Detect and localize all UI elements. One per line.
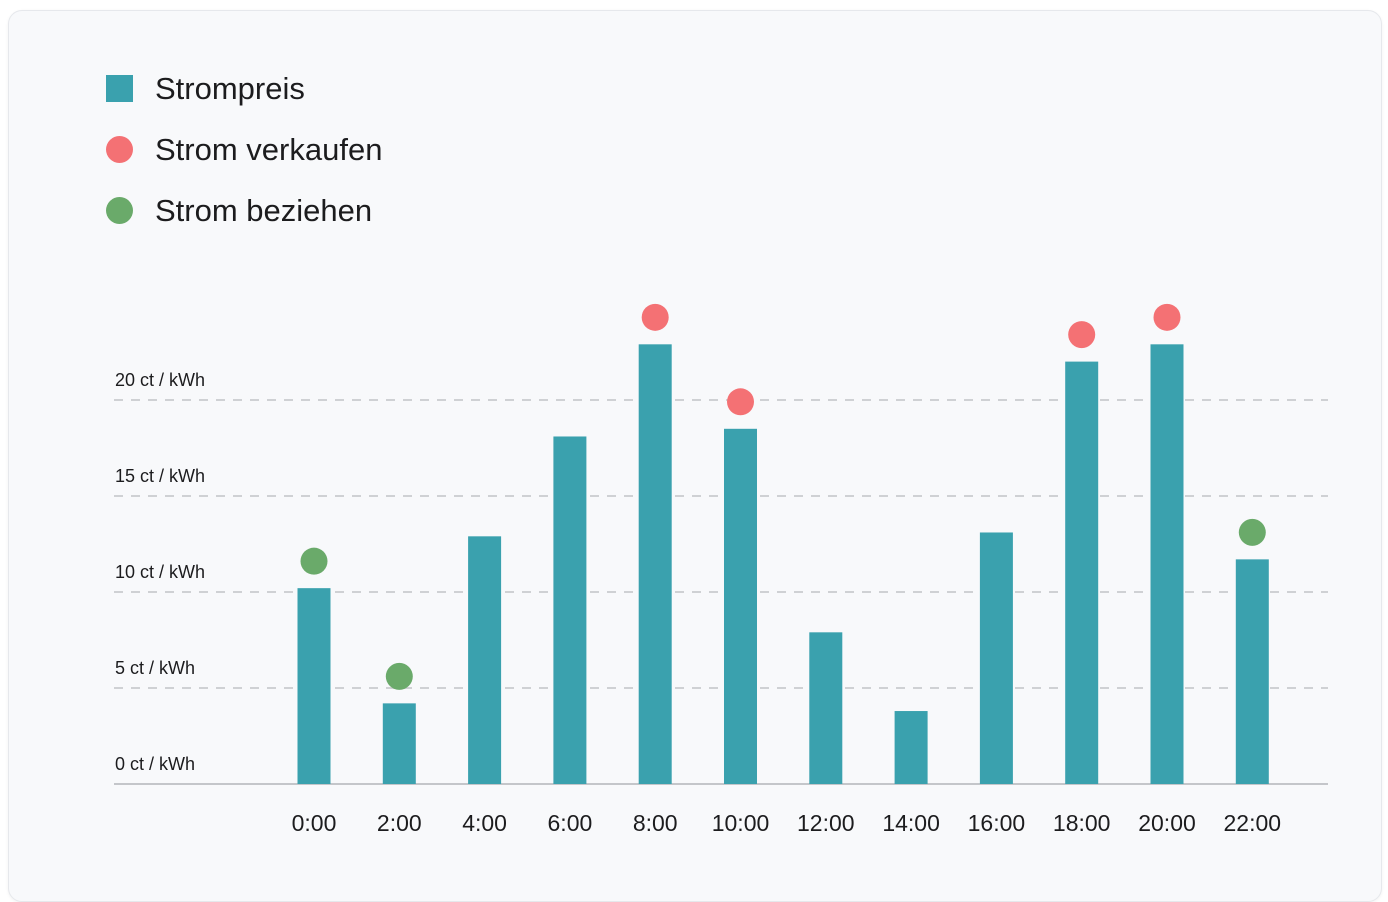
marker-strom-beziehen <box>385 662 413 690</box>
x-tick-label: 4:00 <box>462 810 507 836</box>
legend-item-strom-beziehen: Strom beziehen <box>106 180 382 241</box>
bar <box>979 532 1013 784</box>
bar-layer <box>297 344 1269 784</box>
x-tick-label: 10:00 <box>712 810 770 836</box>
marker-strom-verkaufen <box>1153 303 1181 331</box>
legend-label: Strom verkaufen <box>155 131 383 167</box>
legend-swatch-strom-verkaufen <box>106 136 133 163</box>
bar <box>1235 559 1269 784</box>
marker-strom-verkaufen <box>641 303 669 331</box>
legend-swatch-strom-beziehen <box>106 197 133 224</box>
marker-layer <box>300 303 1266 690</box>
bar <box>638 344 672 784</box>
bar <box>553 436 587 784</box>
x-tick-label: 20:00 <box>1138 810 1196 836</box>
x-tick-label: 22:00 <box>1224 810 1282 836</box>
x-axis-labels: 0:00 2:00 4:00 6:00 8:00 10:00 12:00 14:00 16:00… <box>292 810 1281 836</box>
legend-item-strompreis: Strompreis <box>106 58 382 119</box>
x-tick-label: 16:00 <box>968 810 1026 836</box>
bar <box>468 536 502 784</box>
legend-label: Strom beziehen <box>155 192 373 228</box>
bar <box>724 428 757 784</box>
marker-strom-beziehen <box>300 547 328 575</box>
bar <box>809 632 843 784</box>
bar <box>297 588 331 784</box>
y-tick-label: 5 ct / kWh <box>115 658 195 678</box>
legend-label: Strompreis <box>155 70 305 106</box>
grid-layer: 0 ct / kWh 5 ct / kWh 10 ct / kWh 15 ct / k… <box>114 370 1328 785</box>
marker-strom-verkaufen <box>1068 321 1096 349</box>
y-tick-label: 15 ct / kWh <box>115 466 205 486</box>
x-tick-label: 18:00 <box>1053 810 1111 836</box>
x-tick-label: 6:00 <box>548 810 593 836</box>
x-tick-label: 12:00 <box>797 810 855 836</box>
marker-strom-verkaufen <box>727 388 754 416</box>
marker-strom-beziehen <box>1238 518 1266 546</box>
legend-swatch-strompreis <box>106 75 133 102</box>
bar <box>1150 344 1184 784</box>
legend: Strompreis Strom verkaufen Strom beziehe… <box>106 58 382 241</box>
x-tick-label: 8:00 <box>633 810 678 836</box>
bar <box>382 703 416 784</box>
legend-item-strom-verkaufen: Strom verkaufen <box>106 119 382 180</box>
bar <box>894 711 928 784</box>
y-tick-label: 10 ct / kWh <box>115 562 205 582</box>
x-tick-label: 14:00 <box>882 810 940 836</box>
x-tick-label: 2:00 <box>377 810 422 836</box>
y-tick-label: 20 ct / kWh <box>115 370 205 390</box>
y-tick-label: 0 ct / kWh <box>115 754 195 774</box>
x-tick-label: 0:00 <box>292 810 337 836</box>
bar <box>1065 361 1099 784</box>
